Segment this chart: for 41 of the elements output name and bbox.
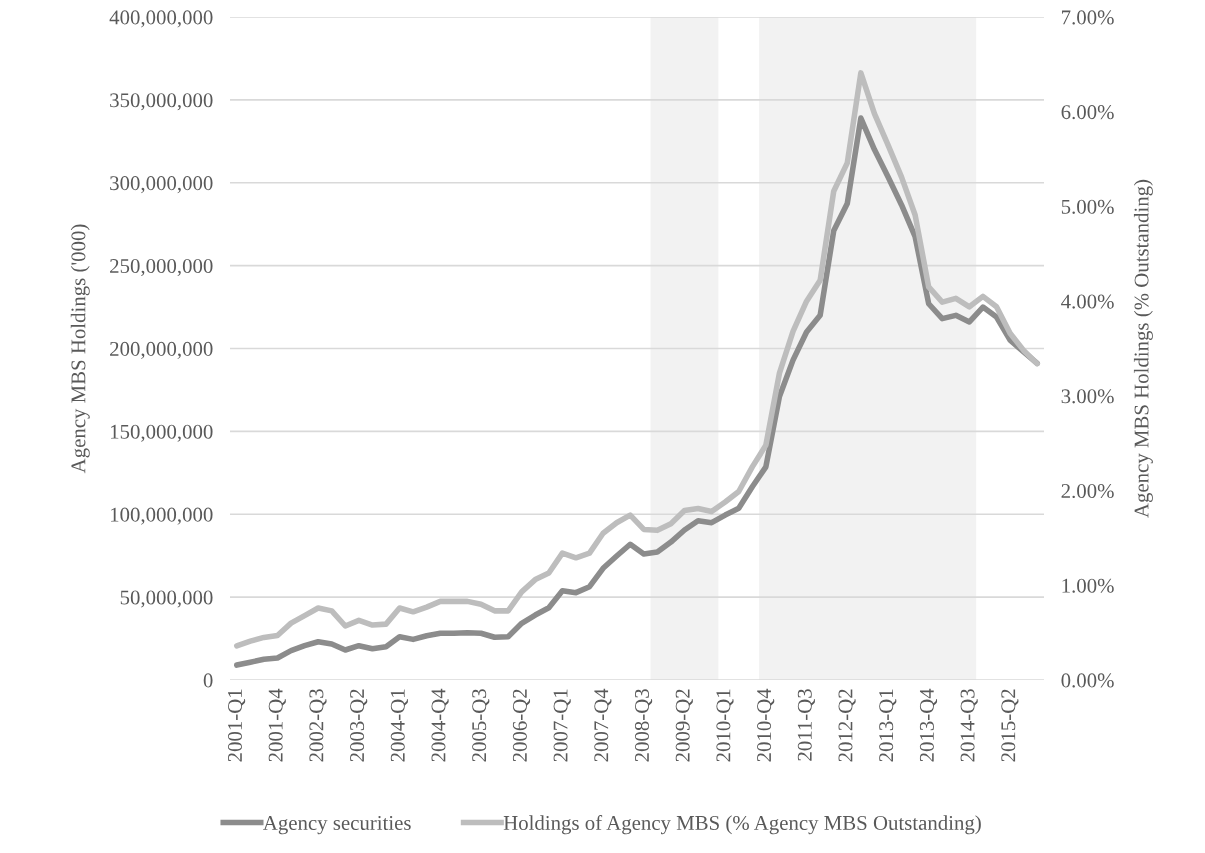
y2-tick-label: 1.00% (1062, 578, 1114, 593)
x-tick-label: 2001-Q4 (268, 688, 286, 762)
y-tick-label: 200,000,000 (110, 341, 213, 359)
y-tick-label: 400,000,000 (109, 10, 213, 28)
x-tick-label: 2013-Q4 (919, 688, 938, 762)
x-tick-label: 2013-Q1 (879, 689, 897, 762)
y2-axis-title: Agency MBS Holdings (% Outstanding) (1133, 179, 1153, 518)
x-tick-label: 2010-Q1 (716, 689, 734, 762)
x-tick-label: 2005-Q3 (472, 689, 490, 762)
y2-tick-label: 3.00% (1061, 389, 1114, 404)
x-tick-label: 2003-Q2 (350, 689, 368, 762)
y-tick-label: 300,000,000 (110, 176, 213, 194)
legend-label: Holdings of Agency MBS (% Agency MBS Outstanding) (503, 815, 981, 835)
y2-tick-label: 7.00% (1062, 10, 1114, 25)
y2-tick-label: 2.00% (1061, 483, 1114, 499)
x-tick-label: 2001-Q1 (227, 689, 246, 762)
y-tick-label: 50,000,000 (120, 590, 213, 608)
x-tick-label: 2009-Q2 (675, 689, 693, 762)
y2-tick-label: 4.00% (1061, 294, 1114, 309)
x-tick-label: 2015-Q2 (1001, 689, 1019, 762)
x-tick-label: 2007-Q4 (594, 688, 612, 762)
y-tick-label: 350,000,000 (110, 93, 213, 111)
x-tick-label: 2012-Q2 (838, 689, 856, 762)
x-tick-label: 2004-Q1 (390, 689, 408, 762)
x-tick-label: 2010-Q4 (757, 688, 775, 762)
y-tick-label: 0 (203, 673, 213, 688)
x-tick-label: 2006-Q2 (512, 689, 531, 762)
y-tick-label: 100,000,000 (111, 507, 213, 525)
y-axis-title: Agency MBS Holdings ('000) (70, 224, 90, 474)
x-tick-label: 2004-Q4 (431, 688, 449, 762)
y2-tick-label: 6.00% (1061, 105, 1114, 120)
x-tick-label: 2008-Q3 (634, 689, 653, 762)
y-tick-label: 150,000,000 (111, 424, 213, 442)
y2-tick-label: 5.00% (1061, 199, 1114, 214)
x-tick-label: 2011-Q3 (797, 689, 815, 761)
x-tick-label: 2014-Q3 (960, 689, 978, 762)
legend-label: Agency securities (263, 815, 411, 835)
y-tick-label: 250,000,000 (110, 259, 213, 277)
y2-tick-label: 0.00% (1061, 673, 1114, 688)
x-tick-label: 2002-Q3 (309, 689, 327, 762)
x-tick-label: 2007-Q1 (553, 689, 571, 762)
